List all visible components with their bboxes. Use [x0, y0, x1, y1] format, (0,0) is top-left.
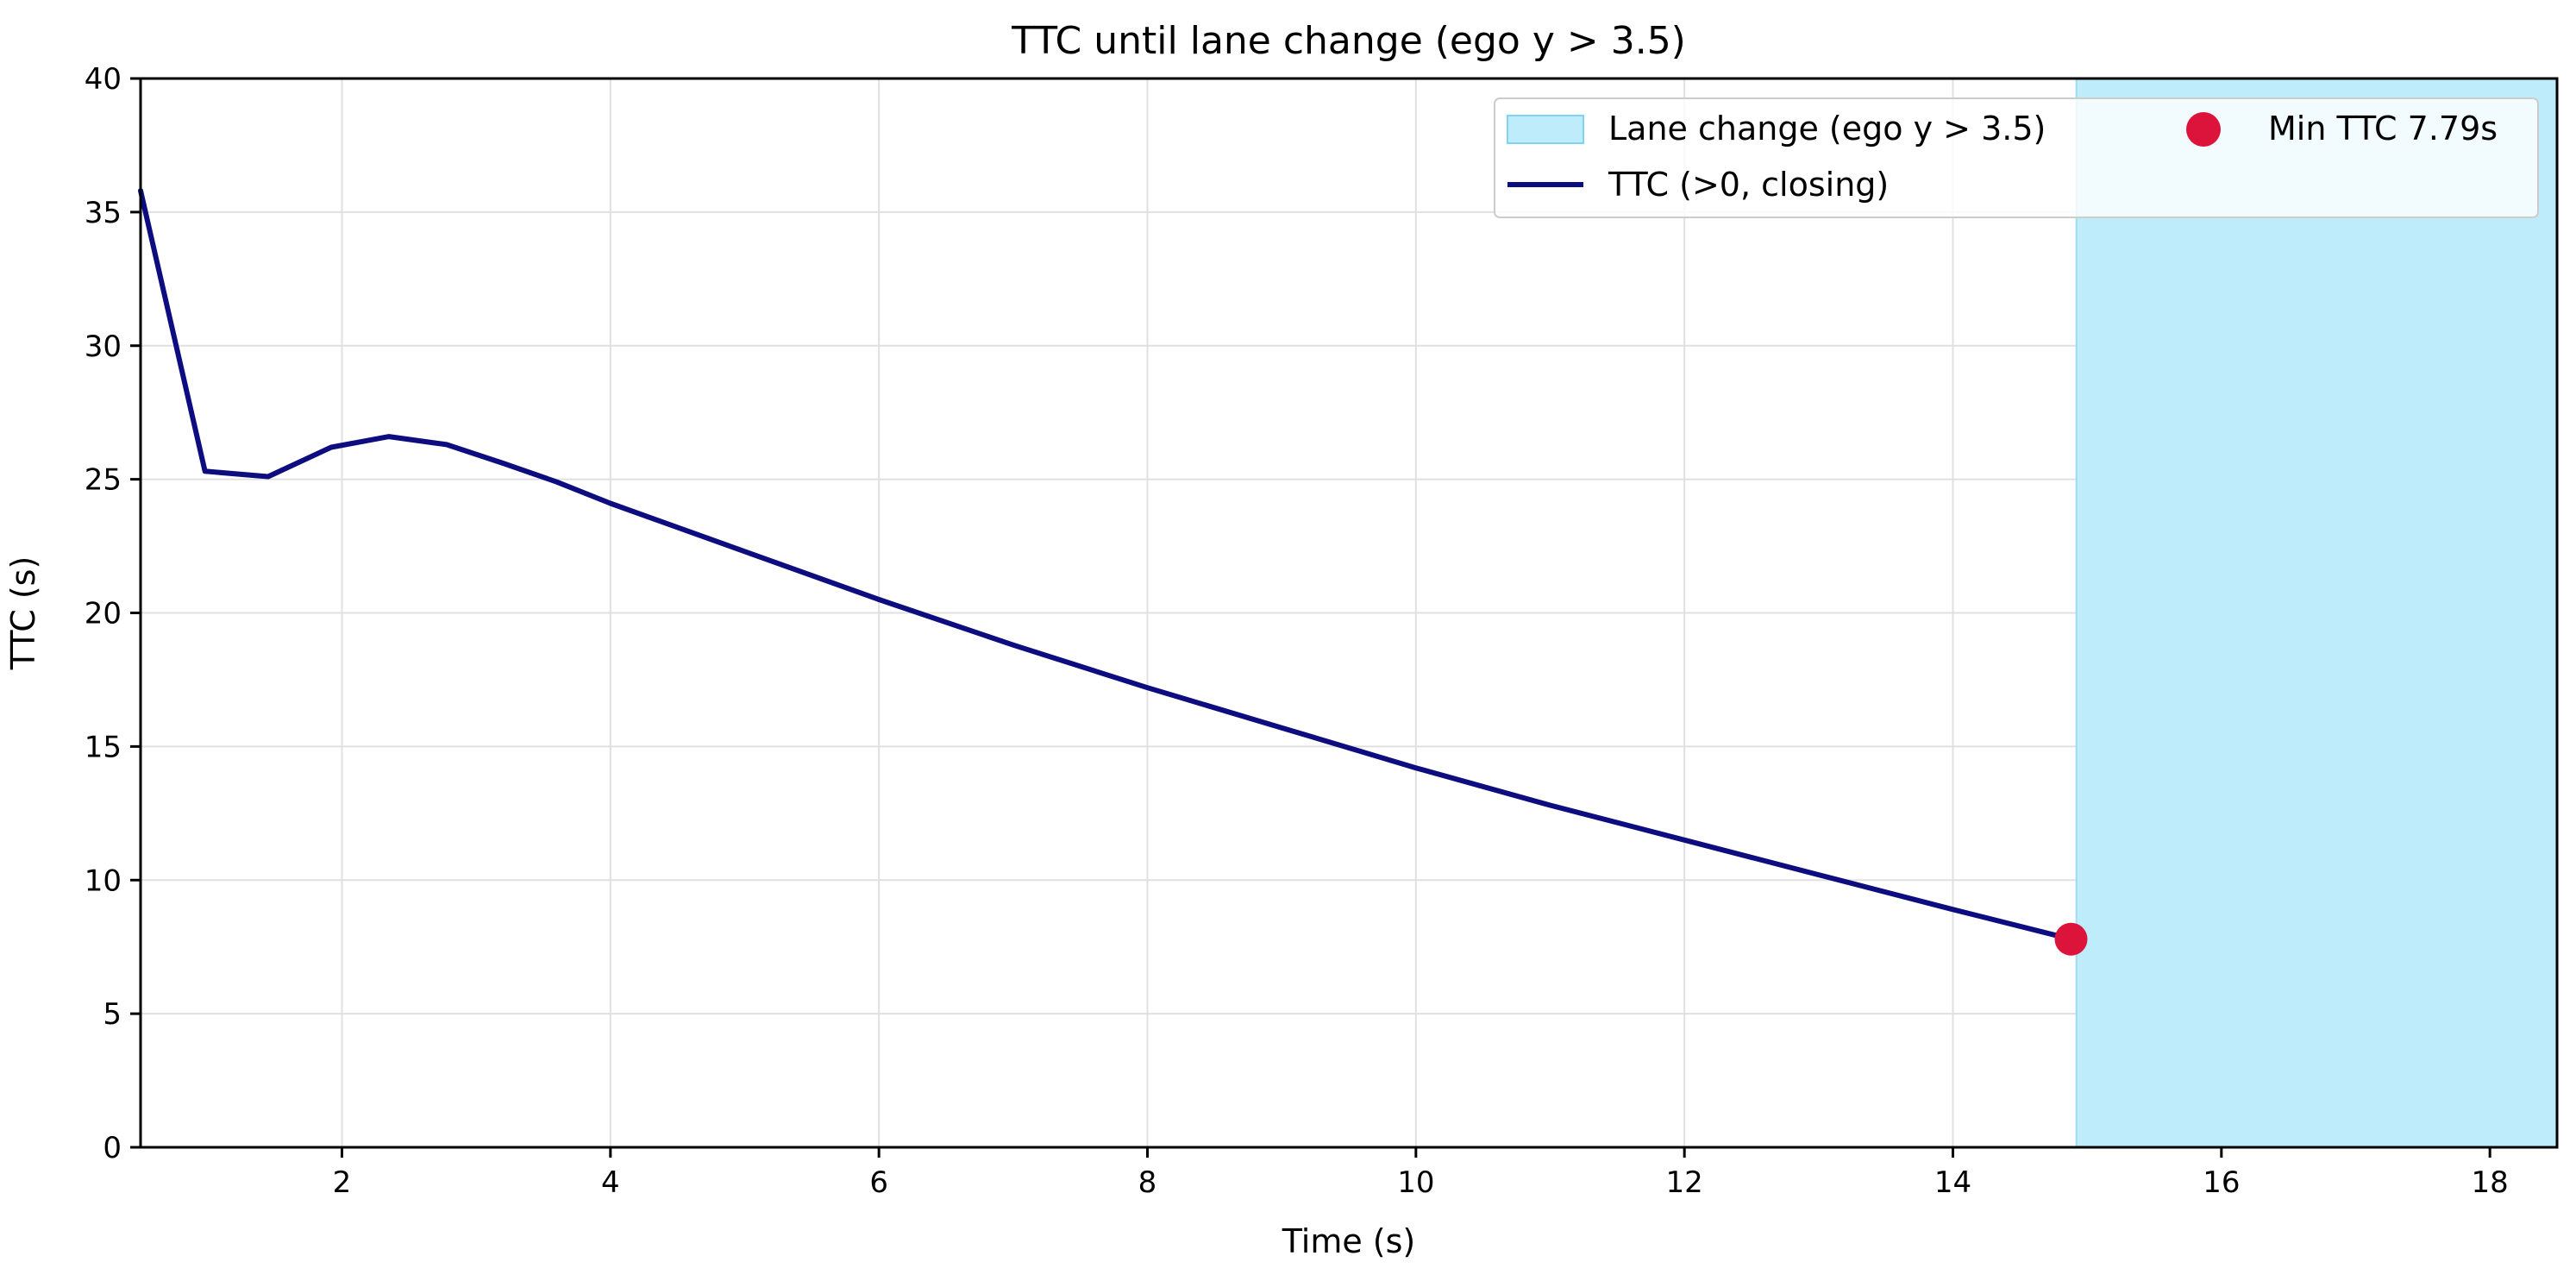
x-tick-label: 8 — [1138, 1165, 1157, 1200]
y-tick-label: 35 — [85, 196, 122, 230]
x-tick-label: 12 — [1666, 1165, 1703, 1200]
legend-label-min-ttc: Min TTC 7.79s — [2268, 110, 2498, 148]
lane-change-region — [2076, 78, 2557, 1147]
y-axis-ticks: 0 5 10 15 20 25 30 35 40 — [85, 62, 141, 1165]
legend: Lane change (ego y > 3.5) TTC (>0, closi… — [1494, 97, 2539, 218]
y-tick-label: 25 — [85, 463, 122, 498]
legend-label-lane-change: Lane change (ego y > 3.5) — [1608, 110, 2046, 148]
y-tick-label: 15 — [85, 730, 122, 764]
marker-layer — [2054, 922, 2088, 956]
lane-change-region-layer — [2075, 78, 2557, 1147]
y-tick-label: 40 — [85, 62, 122, 97]
x-tick-label: 16 — [2203, 1165, 2240, 1200]
x-axis-ticks: 2 4 6 8 10 12 14 16 18 — [333, 1147, 2509, 1200]
legend-swatch-lane-change — [1507, 115, 1584, 144]
x-tick-label: 4 — [601, 1165, 620, 1200]
y-axis-label: TTC (s) — [4, 556, 42, 671]
y-tick-label: 5 — [103, 997, 122, 1032]
y-tick-label: 30 — [85, 330, 122, 364]
legend-swatch-min-ttc — [2186, 112, 2221, 147]
y-tick-label: 10 — [85, 863, 122, 898]
x-tick-label: 18 — [2472, 1165, 2509, 1200]
min-ttc-marker — [2054, 922, 2088, 956]
ttc-series-line — [138, 188, 2074, 942]
x-tick-label: 6 — [869, 1165, 888, 1200]
y-tick-label: 0 — [103, 1131, 122, 1165]
x-axis-label: Time (s) — [1282, 1222, 1416, 1260]
x-tick-label: 14 — [1934, 1165, 1971, 1200]
y-tick-label: 20 — [85, 597, 122, 631]
x-tick-label: 2 — [333, 1165, 352, 1200]
chart-title: TTC until lane change (ego y > 3.5) — [1011, 19, 1686, 63]
legend-label-ttc: TTC (>0, closing) — [1608, 166, 1889, 204]
series-layer — [138, 188, 2074, 942]
x-tick-label: 10 — [1397, 1165, 1434, 1200]
legend-box — [1494, 97, 2539, 218]
